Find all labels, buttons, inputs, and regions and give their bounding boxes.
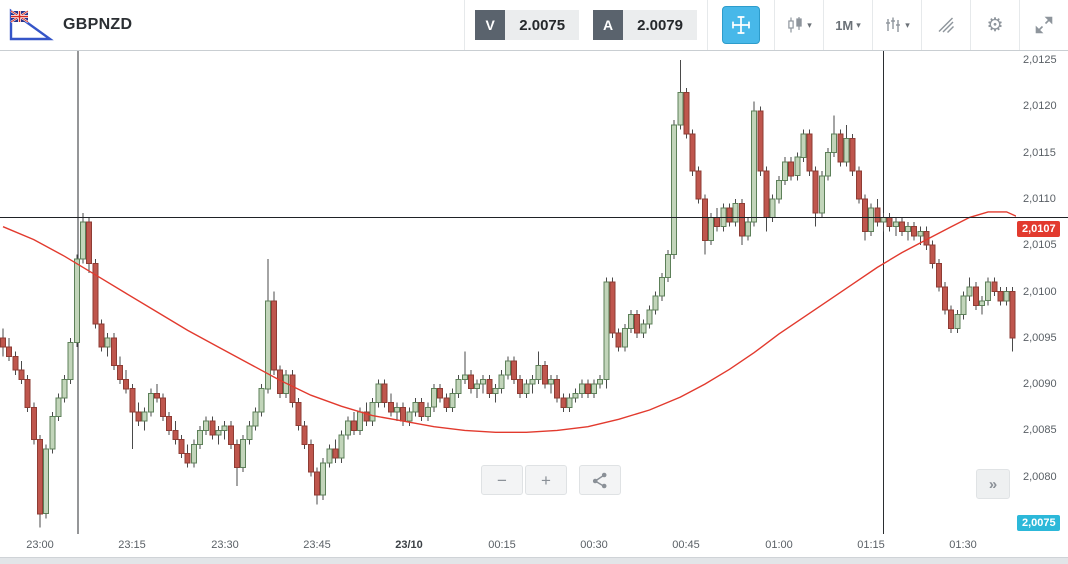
market-depth-button[interactable] (921, 0, 970, 50)
time-axis-label: 00:45 (672, 539, 700, 551)
crosshair-wrap (707, 0, 774, 50)
price-axis-label: 2,0115 (1023, 147, 1056, 159)
expand-panel-button[interactable]: » (976, 469, 1010, 499)
price-axis[interactable]: 2,0125 2,0120 2,0115 2,0110 2,0105 2,0100 2,00… (1016, 51, 1068, 534)
bid-price: 2.0075 (505, 10, 580, 40)
share-icon (592, 472, 607, 489)
time-axis-label: 01:00 (765, 539, 793, 551)
zoom-out-button[interactable]: − (481, 465, 523, 495)
price-axis-label: 2,0080 (1023, 471, 1057, 483)
indicators-button[interactable]: ▾ (872, 0, 921, 50)
symbol-header: GBPNZD (0, 0, 464, 50)
time-axis-label: 23:00 (26, 539, 54, 551)
indicators-icon (886, 17, 901, 32)
share-button[interactable] (579, 465, 621, 495)
chart-area[interactable]: 2,0125 2,0120 2,0115 2,0110 2,0105 2,0100 2,00… (0, 51, 1068, 557)
time-axis-label: 23/10 (395, 539, 423, 551)
settings-button[interactable]: ⚙ (970, 0, 1019, 50)
horizontal-price-line[interactable] (0, 217, 1068, 218)
time-axis-label: 23:30 (211, 539, 239, 551)
price-axis-label: 2,0120 (1023, 100, 1057, 112)
price-axis-label: 2,0100 (1023, 286, 1057, 298)
chevron-down-icon: ▾ (856, 19, 861, 30)
time-axis-label: 23:15 (118, 539, 146, 551)
chevron-down-icon: ▾ (807, 19, 812, 30)
gbpnzd-flag-icon (9, 8, 54, 41)
sell-letter: V (475, 10, 506, 40)
buy-quote-button[interactable]: A 2.0079 (593, 10, 697, 40)
resize-arrows-icon (1035, 16, 1053, 34)
chevron-down-icon: ▾ (905, 19, 910, 30)
bottom-strip (0, 557, 1068, 564)
price-axis-label: 2,0125 (1023, 54, 1057, 66)
time-axis-label: 01:30 (949, 539, 977, 551)
time-axis-label: 23:45 (303, 539, 331, 551)
candlestick-chart-icon (788, 17, 802, 33)
crosshair-button[interactable] (722, 6, 760, 44)
gear-icon: ⚙ (986, 14, 1004, 36)
detach-chart-button[interactable] (1019, 0, 1068, 50)
price-axis-label: 2,0085 (1023, 424, 1057, 436)
price-axis-label: 2,0095 (1023, 332, 1057, 344)
zoom-controls: − + (481, 465, 621, 495)
crosshair-icon (732, 16, 750, 34)
sell-quote-button[interactable]: V 2.0075 (475, 10, 580, 40)
price-axis-label: 2,0110 (1023, 193, 1056, 205)
time-axis-label: 00:15 (488, 539, 516, 551)
timeframe-label: 1M (835, 17, 854, 33)
symbol-name: GBPNZD (63, 16, 133, 33)
price-axis-label: 2,0105 (1023, 239, 1057, 251)
quote-panel: V 2.0075 A 2.0079 (464, 0, 707, 50)
chart-type-button[interactable]: ▾ (774, 0, 823, 50)
chart-toolbar: GBPNZD V 2.0075 A 2.0079 (0, 0, 1068, 51)
time-axis-label: 00:30 (580, 539, 608, 551)
depth-hatch-icon (938, 17, 954, 33)
time-axis[interactable]: 23:00 23:15 23:30 23:45 23/10 00:15 00:30 00:45… (0, 534, 1016, 557)
ma-price-tag: 2,0107 (1017, 221, 1060, 237)
price-axis-label: 2,0090 (1023, 378, 1057, 390)
timeframe-button[interactable]: 1M ▾ (823, 0, 872, 50)
time-axis-label: 01:15 (857, 539, 885, 551)
buy-letter: A (593, 10, 624, 40)
candlestick-chart[interactable] (0, 51, 1016, 534)
ask-price: 2.0079 (623, 10, 697, 40)
current-price-tag: 2,0075 (1017, 515, 1060, 531)
zoom-in-button[interactable]: + (525, 465, 567, 495)
